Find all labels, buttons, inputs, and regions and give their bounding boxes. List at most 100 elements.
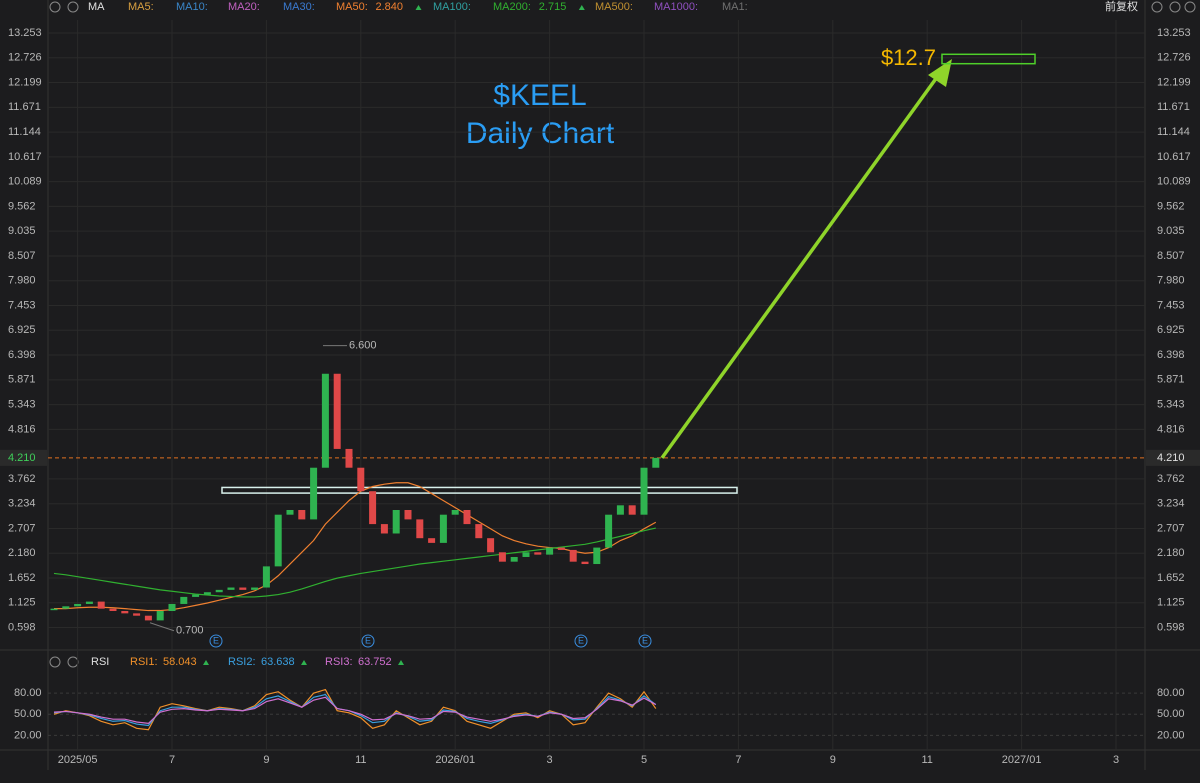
legend-up-arrow xyxy=(398,660,404,665)
candle xyxy=(298,510,306,520)
settings-icon[interactable] xyxy=(1151,1,1163,13)
y-tick-label: 1.125 xyxy=(1157,597,1185,609)
x-tick-label: 11 xyxy=(921,754,932,766)
legend-value: 63.638 xyxy=(261,656,295,668)
settings-icon[interactable] xyxy=(49,656,61,668)
legend-entry: MA1: xyxy=(722,1,748,13)
x-tick-label: 5 xyxy=(641,754,647,766)
candle xyxy=(74,603,82,607)
event-label: E xyxy=(365,635,371,645)
current-price-badge xyxy=(1146,449,1200,466)
y-tick-label: 5.343 xyxy=(1157,399,1185,411)
legend-entry: RSI3: xyxy=(325,656,353,668)
rsi-line xyxy=(53,696,657,725)
close-icon[interactable] xyxy=(67,1,79,13)
candle xyxy=(498,552,506,562)
y-tick-label: 6.398 xyxy=(1157,349,1185,361)
candle xyxy=(392,510,400,534)
target-zone xyxy=(941,53,1036,65)
legend-up-arrow xyxy=(578,5,585,10)
candle xyxy=(369,491,377,525)
candle xyxy=(85,601,93,604)
y-tick-label: 2.707 xyxy=(8,522,36,534)
candle xyxy=(616,505,624,515)
x-tick-label: 3 xyxy=(547,754,553,766)
candle xyxy=(192,594,200,597)
candle xyxy=(534,552,542,555)
y-tick-label: 11.144 xyxy=(1157,126,1190,138)
y-tick-label: 11.671 xyxy=(8,101,41,113)
y-tick-label: 7.980 xyxy=(1157,275,1185,287)
y-tick-label: 13.253 xyxy=(1157,27,1191,39)
event-label: E xyxy=(578,635,584,645)
candle xyxy=(180,596,188,604)
legend-entry: RSI2: xyxy=(228,656,256,668)
annotation-leader xyxy=(149,622,175,632)
legend-entry: RSI1: xyxy=(130,656,158,668)
y-tick-label: 9.562 xyxy=(8,200,36,212)
y-tick-label: 3.762 xyxy=(1157,473,1185,485)
candle xyxy=(569,549,577,562)
y-tick-label: 7.453 xyxy=(8,299,36,311)
candle xyxy=(133,613,141,616)
y-tick-label: 4.816 xyxy=(8,423,36,435)
event-marker xyxy=(209,634,223,648)
candle xyxy=(156,611,164,621)
candle xyxy=(50,608,58,611)
rsi-title[interactable]: RSI xyxy=(91,656,109,668)
y-tick-label: 6.925 xyxy=(1157,324,1185,336)
y-tick-label: 12.199 xyxy=(1157,76,1191,88)
y-tick-label: 2.180 xyxy=(1157,547,1185,559)
x-tick-label: 2026/01 xyxy=(435,754,475,766)
y-tick-label: 4.816 xyxy=(1157,423,1185,435)
candle xyxy=(121,611,129,614)
y-tick-label: 12.726 xyxy=(1157,52,1191,64)
y-tick-label: 7.453 xyxy=(1157,299,1185,311)
y-tick-label: 20.00 xyxy=(1157,729,1185,741)
y-tick-label: 9.562 xyxy=(1157,200,1185,212)
menu-icon[interactable] xyxy=(1184,1,1196,13)
candle xyxy=(333,373,341,449)
candle xyxy=(581,561,589,565)
candle xyxy=(439,514,447,543)
legend-value: 63.752 xyxy=(358,656,392,668)
target-arrow xyxy=(660,71,942,459)
legend-up-arrow xyxy=(301,660,307,665)
settings-icon[interactable] xyxy=(49,1,61,13)
candle xyxy=(109,608,117,612)
event-marker xyxy=(574,634,588,648)
current-price-label: 4.210 xyxy=(8,452,36,464)
y-tick-label: 12.726 xyxy=(8,52,42,64)
candle xyxy=(345,448,353,468)
y-tick-label: 9.035 xyxy=(1157,225,1185,237)
candle xyxy=(628,505,636,515)
y-tick-label: 5.871 xyxy=(1157,374,1185,386)
indicator-label[interactable]: MA xyxy=(88,1,105,13)
legend-value: 58.043 xyxy=(163,656,197,668)
candle xyxy=(557,547,565,550)
event-label: E xyxy=(213,635,219,645)
price-adjust[interactable]: 前复权 xyxy=(1105,0,1138,13)
y-tick-label: 20.00 xyxy=(14,729,42,741)
y-tick-label: 10.617 xyxy=(1157,151,1191,163)
y-tick-label: 11.144 xyxy=(8,126,41,138)
legend-entry: MA20: xyxy=(228,1,260,13)
candle xyxy=(640,467,648,515)
candle xyxy=(605,514,613,548)
y-tick-label: 8.507 xyxy=(1157,250,1185,262)
candle xyxy=(97,601,105,609)
current-price-badge xyxy=(0,449,47,466)
y-tick-label: 12.199 xyxy=(8,76,42,88)
annotation-label: 6.600 xyxy=(349,339,377,351)
legend-value: 2.715 xyxy=(539,1,567,13)
candle xyxy=(510,556,518,562)
candle xyxy=(321,373,329,468)
y-tick-label: 7.980 xyxy=(8,275,36,287)
close-icon[interactable] xyxy=(1169,1,1181,13)
support-zone xyxy=(221,486,738,494)
candle xyxy=(428,538,436,543)
candle xyxy=(475,524,483,539)
y-tick-label: 2.180 xyxy=(8,547,36,559)
candle xyxy=(451,510,459,515)
